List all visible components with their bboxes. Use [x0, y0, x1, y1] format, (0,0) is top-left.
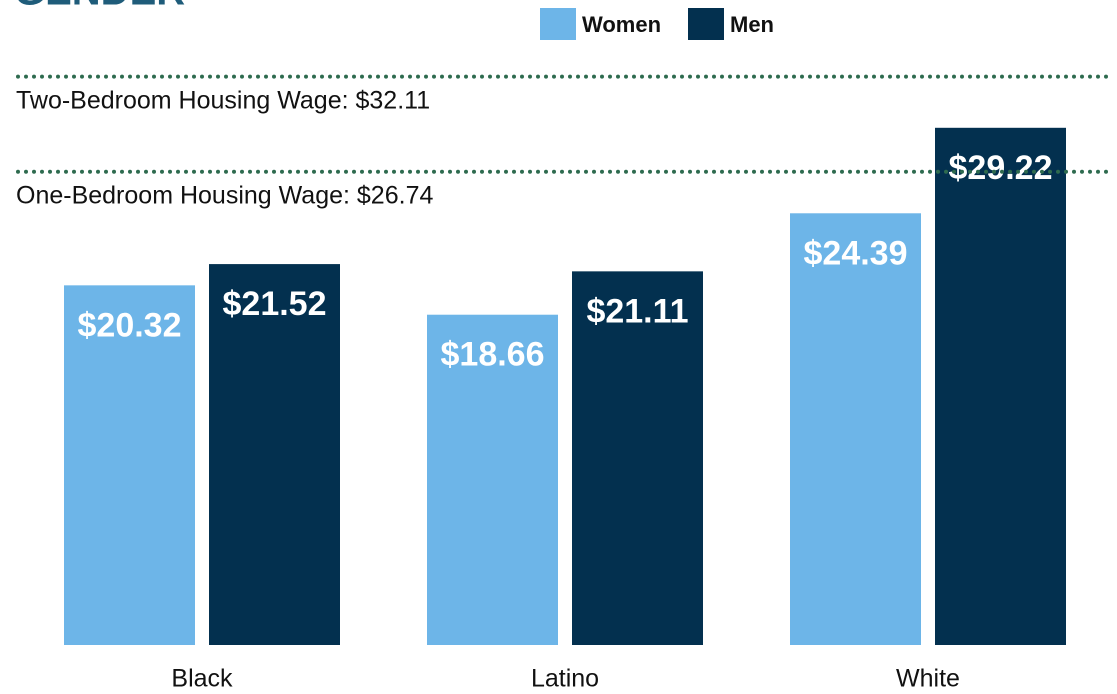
data-label: $21.11 — [586, 292, 688, 330]
data-label: $24.39 — [804, 234, 908, 272]
x-tick-label: Latino — [531, 665, 599, 693]
data-label: $20.32 — [78, 306, 182, 344]
legend-swatch — [540, 8, 576, 40]
chart-title: GENDER — [14, 0, 185, 14]
bar — [790, 213, 921, 645]
bar — [935, 127, 1066, 645]
bar — [209, 264, 340, 645]
bar — [64, 285, 195, 645]
x-tick-label: Black — [171, 665, 233, 693]
legend-swatch — [688, 8, 724, 40]
reference-label: One-Bedroom Housing Wage: $26.74 — [16, 181, 433, 209]
data-label: $29.22 — [949, 149, 1053, 187]
data-label: $18.66 — [441, 336, 545, 374]
legend-label: Men — [730, 12, 774, 37]
reference-label: Two-Bedroom Housing Wage: $32.11 — [16, 86, 430, 114]
data-label: $21.52 — [223, 285, 327, 323]
bar — [572, 271, 703, 645]
bar — [427, 314, 558, 645]
legend-label: Women — [582, 12, 661, 37]
x-tick-label: White — [896, 665, 960, 693]
